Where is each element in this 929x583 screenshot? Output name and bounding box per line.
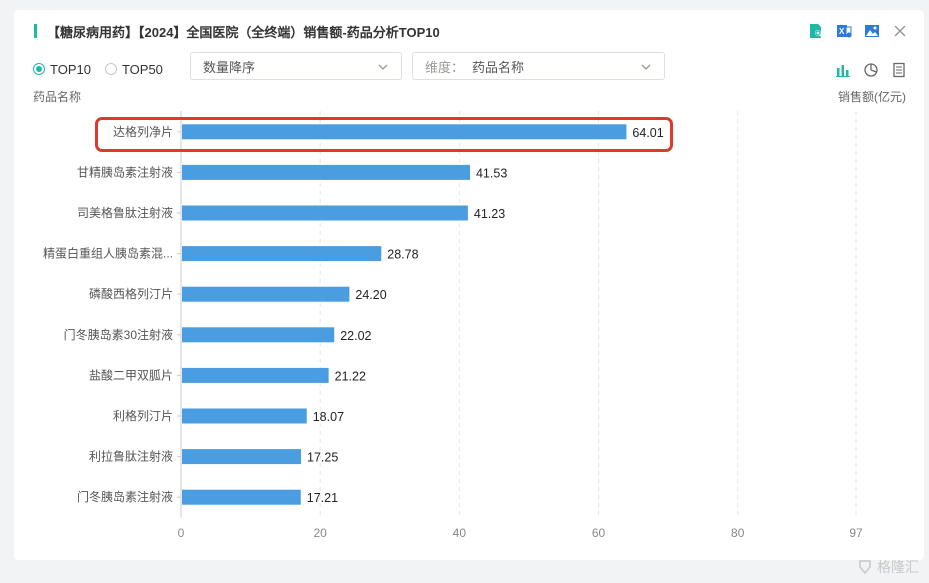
chevron-down-icon xyxy=(378,64,388,70)
radio-top10-dot xyxy=(33,63,45,75)
chart-card xyxy=(14,10,924,560)
category-label: 利拉鲁肽注射液 xyxy=(89,449,173,464)
category-label: 盐酸二甲双胍片 xyxy=(89,367,173,382)
bar[interactable] xyxy=(182,408,307,424)
x-tick-label: 0 xyxy=(178,526,185,540)
category-label: 达格列净片 xyxy=(113,124,173,139)
bar[interactable] xyxy=(182,327,335,343)
bar[interactable] xyxy=(182,489,301,505)
dimension-select-prefix: 维度： xyxy=(425,59,465,75)
value-label: 21.22 xyxy=(335,369,366,383)
watermark-text: 格隆汇 xyxy=(877,559,919,575)
value-label: 41.53 xyxy=(476,166,507,180)
bar[interactable] xyxy=(182,205,468,221)
radio-top50-dot xyxy=(104,63,117,75)
excel-icon[interactable]: X xyxy=(835,22,853,40)
category-label: 司美格鲁肽注射液 xyxy=(77,205,173,220)
close-icon[interactable] xyxy=(891,22,909,40)
x-tick-label: 60 xyxy=(592,526,606,540)
page-title: 【糖尿病用药】【2024】全国医院（全终端）销售额-药品分析TOP10 xyxy=(47,24,440,40)
radio-top10-label: TOP10 xyxy=(50,61,91,77)
header-tools: X xyxy=(807,22,909,40)
radio-top50-label: TOP50 xyxy=(121,61,163,77)
title-accent xyxy=(34,24,37,38)
dimension-select-value: 药品名称 xyxy=(472,59,525,75)
chevron-down-icon xyxy=(641,64,651,70)
highlight-box xyxy=(95,117,673,152)
x-tick-label: 80 xyxy=(731,526,745,540)
value-label: 41.23 xyxy=(474,207,505,221)
value-label: 17.25 xyxy=(307,451,338,465)
radio-top50[interactable]: TOP50 xyxy=(104,61,163,77)
sort-select-value: 数量降序 xyxy=(203,59,256,75)
sort-select[interactable]: 数量降序 xyxy=(190,52,402,80)
category-label: 门冬胰岛素注射液 xyxy=(77,489,173,504)
title-bar: 【糖尿病用药】【2024】全国医院（全终端）销售额-药品分析TOP10 xyxy=(34,22,440,40)
x-tick-label: 97 xyxy=(849,526,863,540)
value-label: 28.78 xyxy=(387,248,418,262)
image-icon[interactable] xyxy=(863,22,881,40)
bar[interactable] xyxy=(182,164,470,180)
table-icon[interactable] xyxy=(891,62,907,78)
watermark: 格隆汇 xyxy=(857,557,919,577)
bar[interactable] xyxy=(182,124,627,140)
watermark-logo-icon xyxy=(859,560,871,575)
pie-chart-icon[interactable] xyxy=(863,62,879,78)
search-doc-icon[interactable] xyxy=(807,22,825,40)
bar[interactable] xyxy=(182,286,350,302)
bar[interactable] xyxy=(182,367,329,383)
radio-top10[interactable]: TOP10 xyxy=(33,62,91,77)
bar[interactable] xyxy=(182,246,382,262)
radio-group: TOP10 TOP50 xyxy=(33,54,177,84)
bar[interactable] xyxy=(182,449,302,465)
dimension-select[interactable]: 维度： 药品名称 xyxy=(412,52,665,80)
category-label: 甘精胰岛素注射液 xyxy=(77,164,173,179)
category-label: 磷酸西格列汀片 xyxy=(89,286,173,301)
view-tools xyxy=(835,62,907,78)
category-label: 利格列汀片 xyxy=(113,408,173,423)
x-tick-label: 40 xyxy=(453,526,467,540)
value-label: 22.02 xyxy=(340,329,371,343)
svg-text:X: X xyxy=(839,27,845,36)
category-label: 门冬胰岛素30注射液 xyxy=(64,327,173,342)
value-label: 18.07 xyxy=(313,410,344,424)
category-label: 精蛋白重组人胰岛素混... xyxy=(43,246,173,261)
x-axis-title: 销售额(亿元) xyxy=(838,90,906,104)
bar-chart-icon[interactable] xyxy=(835,62,851,78)
x-tick-label: 20 xyxy=(313,526,327,540)
value-label: 17.21 xyxy=(307,491,338,505)
y-axis-title: 药品名称 xyxy=(33,90,82,104)
value-label: 24.20 xyxy=(355,288,386,302)
value-label: 64.01 xyxy=(632,126,663,140)
